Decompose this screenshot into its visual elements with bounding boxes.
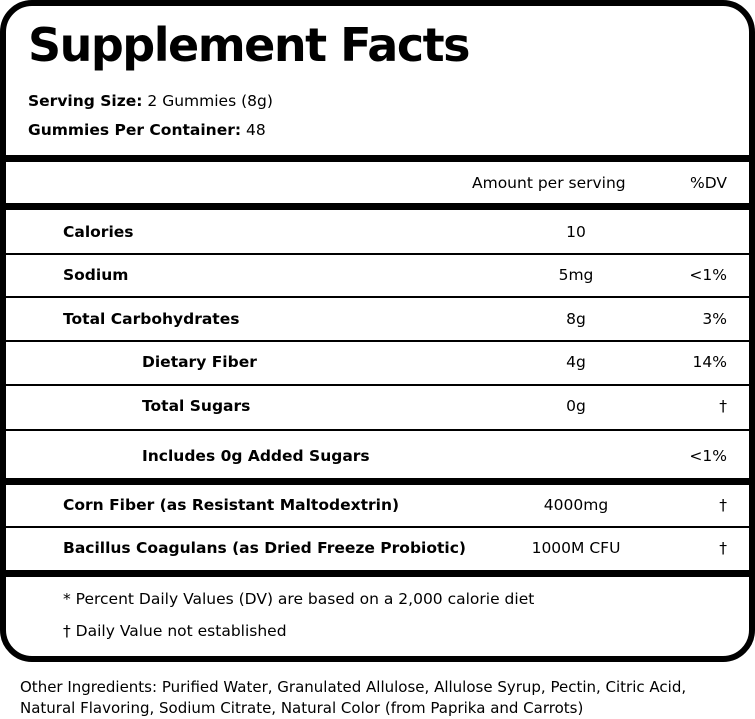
nutrient-name: Includes 0g Added Sugars — [142, 447, 370, 465]
nutrient-dv: † — [719, 397, 727, 415]
amount-header: Amount per serving — [472, 174, 626, 192]
ingredient-dv: † — [719, 496, 727, 514]
panel-title: Supplement Facts — [28, 18, 471, 72]
divider-thick — [0, 155, 755, 162]
supplement-facts-panel — [0, 0, 755, 662]
nutrient-row: Sodium 5mg <1% — [0, 266, 755, 288]
per-container-value: 48 — [246, 121, 266, 139]
nutrient-amount: 5mg — [558, 266, 594, 284]
ingredient-dv: † — [719, 539, 727, 557]
nutrient-row: Calories 10 — [0, 223, 755, 245]
ingredient-amount: 4000mg — [543, 496, 609, 514]
nutrient-name: Calories — [63, 223, 134, 241]
nutrient-name: Total Carbohydrates — [63, 310, 240, 328]
dv-header: %DV — [690, 174, 727, 192]
nutrient-row: Total Sugars 0g † — [0, 397, 755, 419]
nutrient-name: Dietary Fiber — [142, 353, 257, 371]
nutrient-row: Total Carbohydrates 8g 3% — [0, 310, 755, 332]
nutrient-amount: 10 — [566, 223, 586, 241]
footnote-dv: * Percent Daily Values (DV) are based on… — [63, 590, 535, 608]
divider — [0, 253, 755, 255]
nutrient-dv: 3% — [702, 310, 727, 328]
ingredient-row: Bacillus Coagulans (as Dried Freeze Prob… — [0, 539, 755, 561]
divider — [0, 296, 755, 298]
divider — [0, 526, 755, 528]
footnote-dagger: † Daily Value not established — [63, 622, 287, 640]
nutrient-amount: 0g — [566, 397, 586, 415]
ingredient-name: Corn Fiber (as Resistant Maltodextrin) — [63, 496, 400, 514]
serving-size-value: 2 Gummies (8g) — [147, 92, 273, 110]
divider-thick — [0, 203, 755, 210]
serving-size-label: Serving Size: — [28, 92, 143, 110]
nutrient-dv: 14% — [692, 353, 727, 371]
serving-size: Serving Size: 2 Gummies (8g) — [28, 92, 273, 110]
nutrient-row: Dietary Fiber 4g 14% — [0, 353, 755, 375]
divider — [0, 429, 755, 431]
other-ingredients: Other Ingredients: Purified Water, Granu… — [20, 678, 687, 717]
divider-thick — [0, 570, 755, 577]
ingredient-row: Corn Fiber (as Resistant Maltodextrin) 40… — [0, 496, 755, 518]
nutrient-name: Sodium — [63, 266, 129, 284]
divider — [0, 384, 755, 386]
nutrient-name: Total Sugars — [142, 397, 251, 415]
nutrient-amount: 8g — [566, 310, 586, 328]
nutrient-dv: <1% — [689, 266, 727, 284]
nutrient-row: Includes 0g Added Sugars <1% — [0, 447, 755, 469]
divider — [0, 340, 755, 342]
servings-per-container: Gummies Per Container: 48 — [28, 121, 266, 139]
ingredient-name: Bacillus Coagulans (as Dried Freeze Prob… — [63, 539, 466, 557]
nutrient-dv: <1% — [689, 447, 727, 465]
nutrient-amount: 4g — [566, 353, 586, 371]
ingredient-amount: 1000M CFU — [531, 539, 621, 557]
per-container-label: Gummies Per Container: — [28, 121, 242, 139]
divider-thick — [0, 478, 755, 485]
